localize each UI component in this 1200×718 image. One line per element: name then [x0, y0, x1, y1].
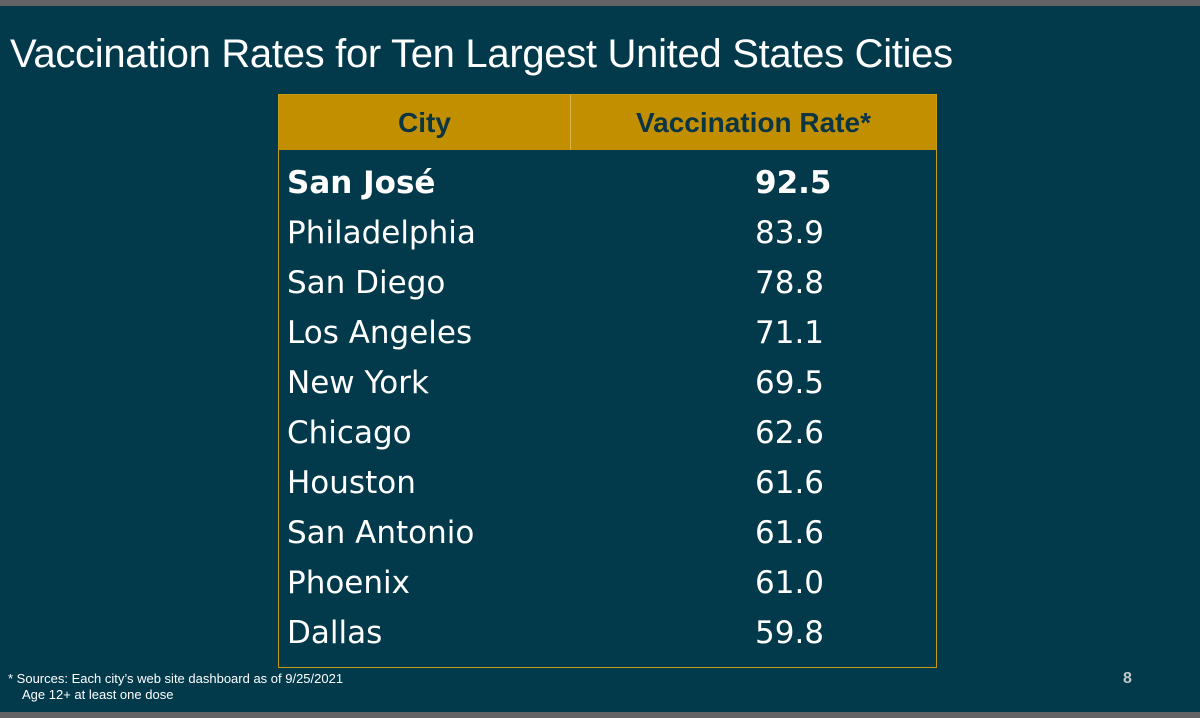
- table-row: Dallas 59.8: [279, 608, 936, 658]
- table-row: San José 92.5: [279, 158, 936, 208]
- header-vaccination-rate: Vaccination Rate*: [636, 106, 871, 138]
- cell-rate: 78.8: [755, 265, 825, 301]
- table-row: New York 69.5: [279, 358, 936, 408]
- cell-city: Dallas: [287, 615, 383, 651]
- slide-title: Vaccination Rates for Ten Largest United…: [10, 32, 953, 76]
- table-row: San Diego 78.8: [279, 258, 936, 308]
- cell-city: Chicago: [287, 415, 412, 451]
- table-body: San José 92.5 Philadelphia 83.9 San Dieg…: [279, 158, 936, 658]
- slide: Vaccination Rates for Ten Largest United…: [0, 6, 1200, 712]
- cell-city: San Antonio: [287, 515, 475, 551]
- cell-city: San Diego: [287, 265, 446, 301]
- cell-city: San José: [287, 165, 436, 201]
- footnote-age-criteria: Age 12+ at least one dose: [22, 687, 174, 702]
- cell-rate: 92.5: [755, 165, 832, 201]
- cell-rate: 61.0: [755, 565, 825, 601]
- cell-rate: 62.6: [755, 415, 825, 451]
- table-row: San Antonio 61.6: [279, 508, 936, 558]
- cell-city: New York: [287, 365, 429, 401]
- table-row: Los Angeles 71.1: [279, 308, 936, 358]
- cell-rate: 61.6: [755, 515, 825, 551]
- table-row: Philadelphia 83.9: [279, 208, 936, 258]
- cell-rate: 61.6: [755, 465, 825, 501]
- table-row: Houston 61.6: [279, 458, 936, 508]
- cell-rate: 71.1: [755, 315, 825, 351]
- table-header-row: City Vaccination Rate*: [279, 95, 936, 150]
- cell-rate: 59.8: [755, 615, 825, 651]
- header-city: City: [279, 95, 571, 150]
- footnote-sources: * Sources: Each city’s web site dashboar…: [8, 671, 344, 686]
- page-number: 8: [1123, 670, 1132, 687]
- cell-rate: 69.5: [755, 365, 825, 401]
- sources-footnote: * Sources: Each city’s web site dashboar…: [8, 671, 343, 703]
- cell-city: Phoenix: [287, 565, 410, 601]
- table-row: Phoenix 61.0: [279, 558, 936, 608]
- cell-city: Philadelphia: [287, 215, 476, 251]
- cell-city: Houston: [287, 465, 416, 501]
- cell-rate: 83.9: [755, 215, 825, 251]
- cell-city: Los Angeles: [287, 315, 473, 351]
- table-row: Chicago 62.6: [279, 408, 936, 458]
- vaccination-table: City Vaccination Rate* San José 92.5 Phi…: [278, 94, 937, 668]
